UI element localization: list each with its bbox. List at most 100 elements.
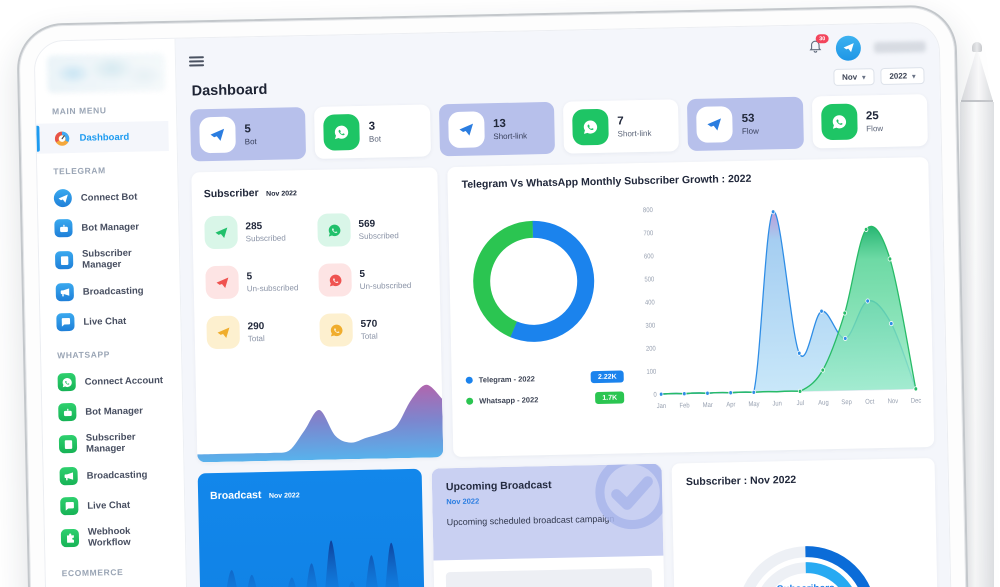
- whatsapp-icon: [327, 223, 341, 237]
- sidebar-item-icon: [53, 188, 73, 208]
- stat-label: Short-link: [617, 128, 652, 139]
- stat-card[interactable]: 3 Bot: [314, 104, 431, 159]
- notifications-button[interactable]: 30: [808, 34, 829, 58]
- sidebar-item-broadcasting-whatsapp[interactable]: Broadcasting: [43, 459, 176, 492]
- whatsapp-icon: [582, 119, 598, 135]
- check-circle-icon: [589, 463, 664, 535]
- svg-text:600: 600: [644, 253, 654, 261]
- subscriber-panel: Subscriber Nov 2022: [191, 167, 444, 463]
- bell-icon: [809, 40, 822, 53]
- telegram-plane-icon: [842, 42, 854, 54]
- subscriber-stat: 5 Un-subscribed: [318, 262, 428, 297]
- svg-text:700: 700: [643, 230, 653, 238]
- stat-card-icon: [323, 113, 361, 151]
- svg-text:Aug: Aug: [818, 399, 829, 407]
- svg-text:Dec: Dec: [911, 397, 922, 405]
- subscriber-stat-icon: [317, 213, 351, 247]
- monthly-growth-area-chart: 0 100 200 300 400 500 600 700 800 Jan Feb Mar Apr May…: [643, 207, 922, 411]
- stat-label: Subscribed: [245, 233, 286, 243]
- panel-title: Subscriber : Nov 2022: [685, 473, 797, 489]
- sidebar-item-icon: [54, 218, 73, 238]
- svg-text:800: 800: [643, 207, 653, 215]
- stat-card[interactable]: 53 Flow: [687, 96, 804, 152]
- svg-text:Oct: Oct: [865, 398, 874, 406]
- app-window: MAIN MENU: [33, 21, 954, 587]
- svg-text:400: 400: [645, 299, 655, 307]
- sidebar-item-subscriber-manager-telegram[interactable]: Subscriber Manager: [39, 241, 172, 278]
- svg-text:Jul: Jul: [796, 400, 804, 408]
- legend-label: Whatsapp - 2022: [479, 394, 539, 405]
- app-logo: [46, 53, 166, 94]
- svg-text:200: 200: [646, 345, 656, 353]
- stat-label: Flow: [741, 126, 759, 136]
- legend-label: Telegram - 2022: [478, 373, 535, 385]
- sidebar-section-label: MAIN MENU: [51, 105, 107, 117]
- stat-value: 570: [360, 318, 378, 330]
- year-filter-dropdown[interactable]: 2022 ▾: [880, 67, 925, 86]
- svg-text:Jun: Jun: [772, 400, 782, 408]
- telegram-plane-icon: [216, 325, 230, 339]
- broadcast-activity-chart: [212, 540, 413, 587]
- sidebar-item-label: Live Chat: [87, 499, 131, 512]
- tablet-device: MAIN MENU: [16, 4, 972, 587]
- sidebar-item-live-chat-whatsapp[interactable]: Live Chat: [44, 489, 177, 522]
- sidebar-item-connect-bot[interactable]: Connect Bot: [38, 181, 171, 214]
- stat-label: Un-subscribed: [246, 282, 299, 293]
- sidebar: MAIN MENU: [34, 38, 190, 587]
- sidebar-item-icon: [55, 282, 75, 302]
- sidebar-item-icon: [60, 528, 80, 548]
- sidebar-item-connect-account[interactable]: Connect Account: [41, 365, 174, 398]
- topbar: 30: [188, 33, 926, 74]
- svg-text:Nov: Nov: [888, 398, 899, 406]
- sidebar-item-bot-manager-whatsapp[interactable]: Bot Manager: [42, 395, 175, 428]
- sidebar-item-webhook-workflow[interactable]: Webhook Workflow: [45, 519, 178, 556]
- panel-period: Nov 2022: [266, 190, 297, 198]
- stat-card[interactable]: 13 Short-link: [438, 101, 556, 157]
- legend-total-badge: 2.22K: [590, 370, 624, 384]
- legend-total-badge: 1.7K: [595, 391, 625, 405]
- stat-value: 285: [245, 220, 263, 232]
- subscriber-stat-icon: [204, 215, 238, 250]
- stat-cards: 5 Bot 3 Bot: [190, 94, 928, 162]
- telegram-account-button[interactable]: [835, 34, 862, 61]
- sidebar-item-live-chat-telegram[interactable]: Live Chat: [40, 305, 173, 338]
- legend-item: Telegram - 2022 2.22K: [465, 370, 634, 386]
- sidebar-item-dashboard[interactable]: Dashboard: [36, 120, 169, 154]
- panel-title: Telegram Vs WhatsApp Monthly Subscriber …: [461, 172, 752, 191]
- stat-card-icon: [820, 103, 858, 141]
- svg-text:Feb: Feb: [679, 402, 690, 410]
- sidebar-item-icon: [57, 372, 76, 392]
- sidebar-section-label: TELEGRAM: [53, 165, 106, 177]
- stat-card-icon: [447, 111, 485, 149]
- whatsapp-icon: [328, 273, 342, 287]
- sidebar-item-icon: [56, 312, 75, 332]
- sidebar-item-label: Webhook Workflow: [87, 525, 131, 549]
- stat-value: 3: [368, 120, 376, 133]
- sidebar-item-subscriber-manager-whatsapp[interactable]: Subscriber Manager: [43, 425, 176, 462]
- panel-title: Broadcast: [209, 489, 262, 503]
- stat-value: 13: [492, 117, 506, 130]
- broadcast-panel: Broadcast Nov 2022: [197, 468, 427, 587]
- notification-count-badge: 30: [815, 34, 829, 44]
- user-name: [873, 40, 926, 53]
- stat-card[interactable]: 25 Flow: [811, 94, 928, 149]
- sidebar-item-icon: [58, 402, 77, 422]
- month-filter-dropdown[interactable]: Nov ▾: [832, 68, 875, 87]
- sidebar-item-label: Subscriber Manager: [81, 247, 132, 271]
- stat-label: Short-link: [493, 130, 528, 141]
- stat-card[interactable]: 5 Bot: [190, 107, 307, 162]
- sidebar-item-bot-manager-telegram[interactable]: Bot Manager: [38, 211, 171, 244]
- stat-label: Flow: [866, 123, 884, 133]
- stat-label: Un-subscribed: [359, 280, 412, 291]
- svg-text:500: 500: [644, 276, 654, 284]
- subscriber-stat: 569 Subscribed: [317, 212, 427, 247]
- sidebar-item-icon: [54, 250, 74, 270]
- chart-legend: Telegram - 2022 2.22K Whatsapp - 2022 1.…: [465, 370, 635, 407]
- menu-toggle-button[interactable]: [188, 53, 205, 69]
- sidebar-item-broadcasting-telegram[interactable]: Broadcasting: [40, 275, 173, 308]
- stat-card[interactable]: 7 Short-link: [562, 99, 680, 154]
- subscriber-stat-icon: [206, 315, 241, 350]
- broadcast-list-placeholder: [445, 567, 654, 587]
- sidebar-item-label: Broadcasting: [82, 285, 144, 298]
